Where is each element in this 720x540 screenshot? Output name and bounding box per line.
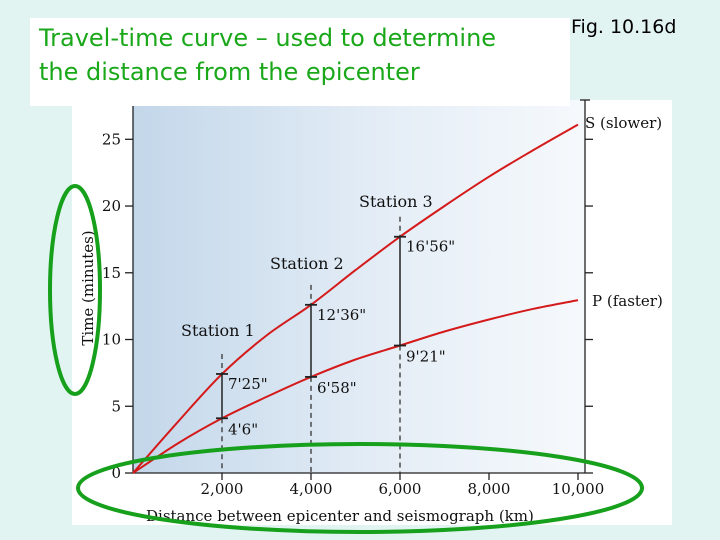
x-axis-highlight-ellipse [76, 442, 644, 534]
p-wave-curve [132, 299, 579, 474]
slide-title-line-1: Travel-time curve – used to determine [39, 24, 497, 52]
station-p-time-label: 9'21" [406, 348, 446, 366]
station-name: Station 2 [270, 254, 344, 273]
y-tick-label: 0 [111, 464, 121, 482]
station-s-time-label: 12'36" [317, 306, 366, 324]
station-name: Station 3 [359, 192, 433, 211]
stations-layer: Station 1 7'25" 4'6" Station 2 12'36" 6'58" St… [181, 192, 455, 473]
y-axis-highlight-ellipse [48, 184, 102, 396]
x-tick-label: 6,000 [379, 480, 422, 498]
figure-label: Fig. 10.16d [571, 16, 677, 38]
y-tick-label: 15 [102, 264, 121, 282]
y-tick-label: 10 [102, 331, 121, 349]
axes-layer: 0 5 10 15 20 25 2,000 4,000 6,000 8,000 10,000 [102, 99, 605, 498]
station-p-time-label: 4'6" [228, 420, 258, 438]
x-tick-label: 8,000 [468, 480, 511, 498]
slide-title-line-2: the distance from the epicenter [39, 58, 420, 86]
station-s-time-label: 16'56" [406, 238, 455, 256]
y-tick-label: 20 [102, 197, 121, 215]
station-name: Station 1 [181, 321, 255, 340]
y-axis-label: Time (minutes) [79, 230, 97, 345]
x-tick-label: 2,000 [201, 480, 244, 498]
x-axis-label: Distance between epicenter and seismogra… [146, 507, 534, 525]
plot-area [133, 100, 585, 473]
y-tick-label: 5 [111, 397, 121, 415]
x-tick-label: 10,000 [552, 480, 605, 498]
s-wave-curve [132, 123, 579, 474]
station-s-time-label: 7'25" [228, 375, 268, 393]
title-box: Travel-time curve – used to determine th… [30, 18, 570, 106]
y-tick-label: 25 [102, 130, 121, 148]
x-tick-label: 4,000 [290, 480, 333, 498]
series-label-p: P (faster) [592, 292, 663, 310]
curves-layer [132, 123, 579, 474]
series-label-s: S (slower) [585, 114, 662, 132]
highlight-layer [48, 184, 644, 534]
station-p-time-label: 6'58" [317, 379, 357, 397]
